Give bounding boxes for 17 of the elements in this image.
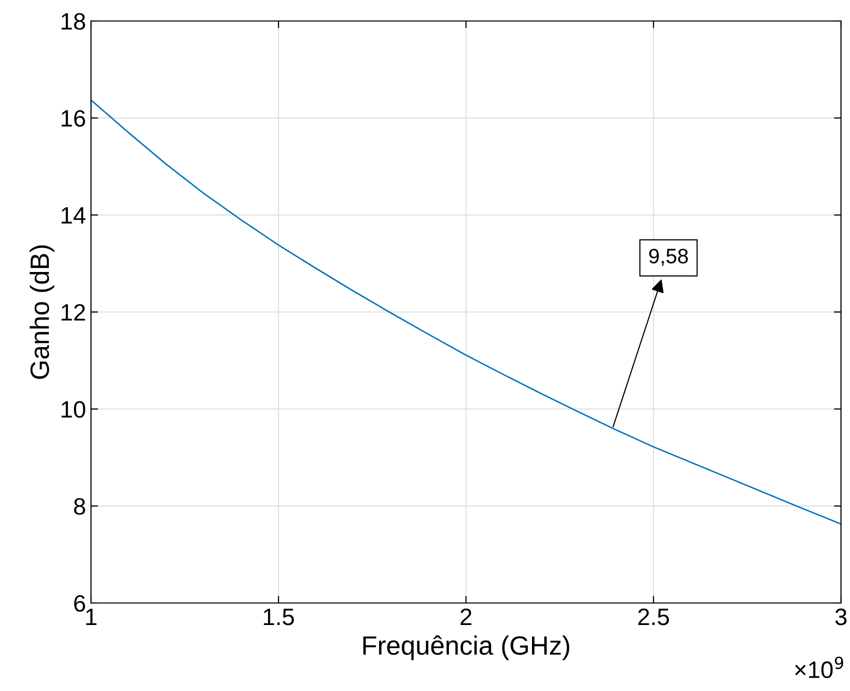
x-tick-label: 1.5 — [264, 608, 294, 626]
annotation: 9,58 — [649, 248, 688, 266]
y-tick-label: 12 — [62, 304, 85, 321]
text: ×10$^{9}$ — [795, 656, 844, 678]
line-series — [91, 99, 841, 525]
y-tick-label: 10 — [62, 401, 86, 418]
y-axis-title: Ganho (dB) — [30, 245, 54, 379]
x-tick-label: 2 — [460, 608, 472, 625]
x-axis-title: Frequência (GHz) — [363, 635, 570, 660]
x-tick-label: 2.5 — [638, 608, 669, 626]
y-tick-label: 6 — [74, 595, 86, 612]
x-tick-label: 3 — [835, 608, 847, 626]
y-tick-label: 8 — [74, 498, 86, 515]
y-tick-label: 18 — [62, 13, 86, 30]
x-tick-label: 1 — [86, 608, 96, 625]
y-tick-label: 16 — [62, 110, 86, 127]
y-tick-label: 14 — [62, 207, 86, 224]
